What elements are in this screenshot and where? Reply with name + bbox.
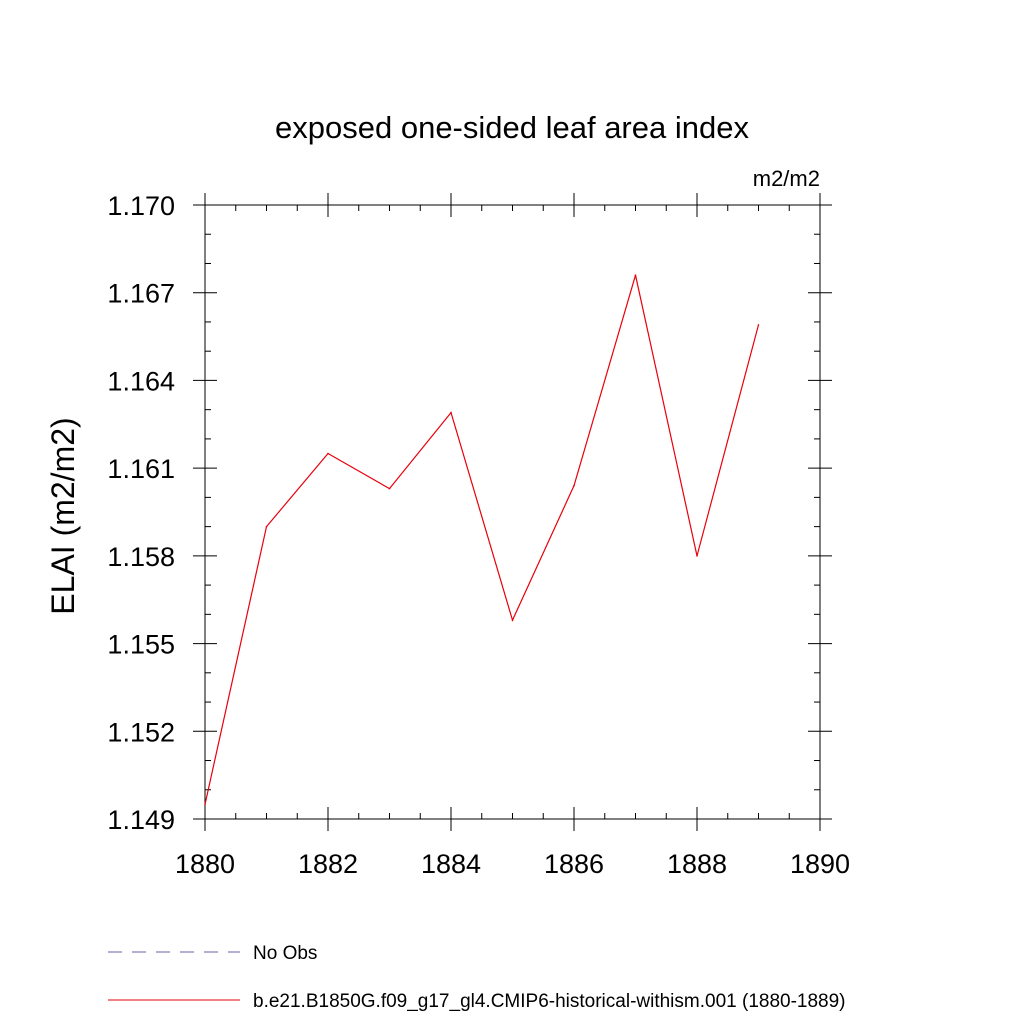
- data-point: [450, 411, 452, 414]
- x-tick-label: 1886: [544, 849, 604, 879]
- legend-label: b.e21.B1850G.f09_g17_gl4.CMIP6-historica…: [253, 991, 846, 1012]
- y-tick-label: 1.164: [107, 366, 175, 396]
- axis-tick-labels: 1880 1882 1884 1886 1888 1890 1.149 1.152 1.155 1…: [107, 191, 850, 879]
- data-point: [265, 525, 268, 528]
- data-point: [388, 487, 391, 490]
- legend: No Obs b.e21.B1850G.f09_g17_gl4.CMIP6-his…: [108, 943, 846, 1012]
- data-point: [573, 484, 575, 487]
- x-tick-label: 1888: [667, 849, 727, 879]
- y-tick-label: 1.149: [107, 805, 175, 835]
- y-tick-label: 1.152: [107, 717, 175, 747]
- chart-title: exposed one-sided leaf area index: [275, 110, 749, 145]
- data-point: [204, 803, 206, 806]
- x-tick-label: 1882: [298, 849, 358, 879]
- data-point: [757, 324, 760, 326]
- x-tick-label: 1890: [790, 849, 850, 879]
- plot-frame: [204, 204, 821, 820]
- legend-label: No Obs: [253, 943, 317, 964]
- y-axis-label: ELAI (m2/m2): [45, 417, 81, 614]
- y-tick-label: 1.167: [107, 279, 175, 309]
- units-label: m2/m2: [753, 166, 820, 191]
- axis-ticks: [193, 193, 832, 831]
- data-point: [511, 619, 514, 621]
- x-tick-label: 1884: [421, 849, 481, 879]
- series-layer: [204, 274, 760, 806]
- data-point: [634, 274, 637, 276]
- data-point: [327, 452, 329, 455]
- x-tick-label: 1880: [175, 849, 235, 879]
- series-line: [204, 275, 760, 805]
- y-tick-label: 1.170: [107, 191, 175, 221]
- y-tick-label: 1.161: [107, 454, 175, 484]
- y-tick-label: 1.155: [107, 630, 175, 660]
- y-tick-label: 1.158: [107, 542, 175, 572]
- data-point: [696, 555, 698, 557]
